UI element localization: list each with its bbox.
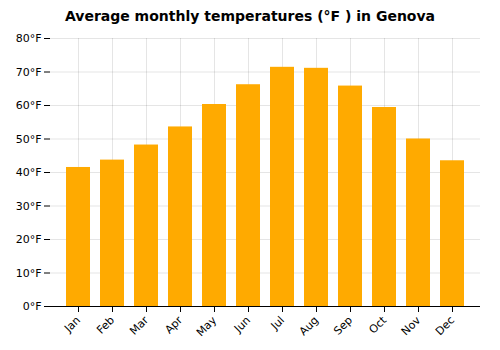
svg-text:80°F: 80°F [16,32,42,45]
svg-text:60°F: 60°F [16,99,42,112]
svg-text:20°F: 20°F [16,233,42,246]
svg-text:Jul: Jul [268,314,287,333]
svg-text:Sep: Sep [331,314,355,338]
svg-text:May: May [194,313,220,339]
svg-text:Feb: Feb [94,314,117,337]
svg-text:40°F: 40°F [16,166,42,179]
svg-text:50°F: 50°F [16,133,42,146]
svg-text:Nov: Nov [399,313,424,338]
svg-text:Aug: Aug [297,314,321,338]
svg-text:70°F: 70°F [16,66,42,79]
svg-text:10°F: 10°F [16,267,42,280]
svg-text:0°F: 0°F [23,300,42,313]
svg-text:Dec: Dec [433,314,457,338]
svg-text:Mar: Mar [127,313,151,337]
svg-text:Jan: Jan [61,314,83,336]
svg-text:Oct: Oct [366,313,389,336]
svg-text:Apr: Apr [162,313,185,336]
svg-text:Jun: Jun [231,314,253,336]
html-text:Average monthly temperatures (: Average monthly temperatures (°F ) in Ge… [64,8,436,24]
svg-text:30°F: 30°F [16,200,42,213]
